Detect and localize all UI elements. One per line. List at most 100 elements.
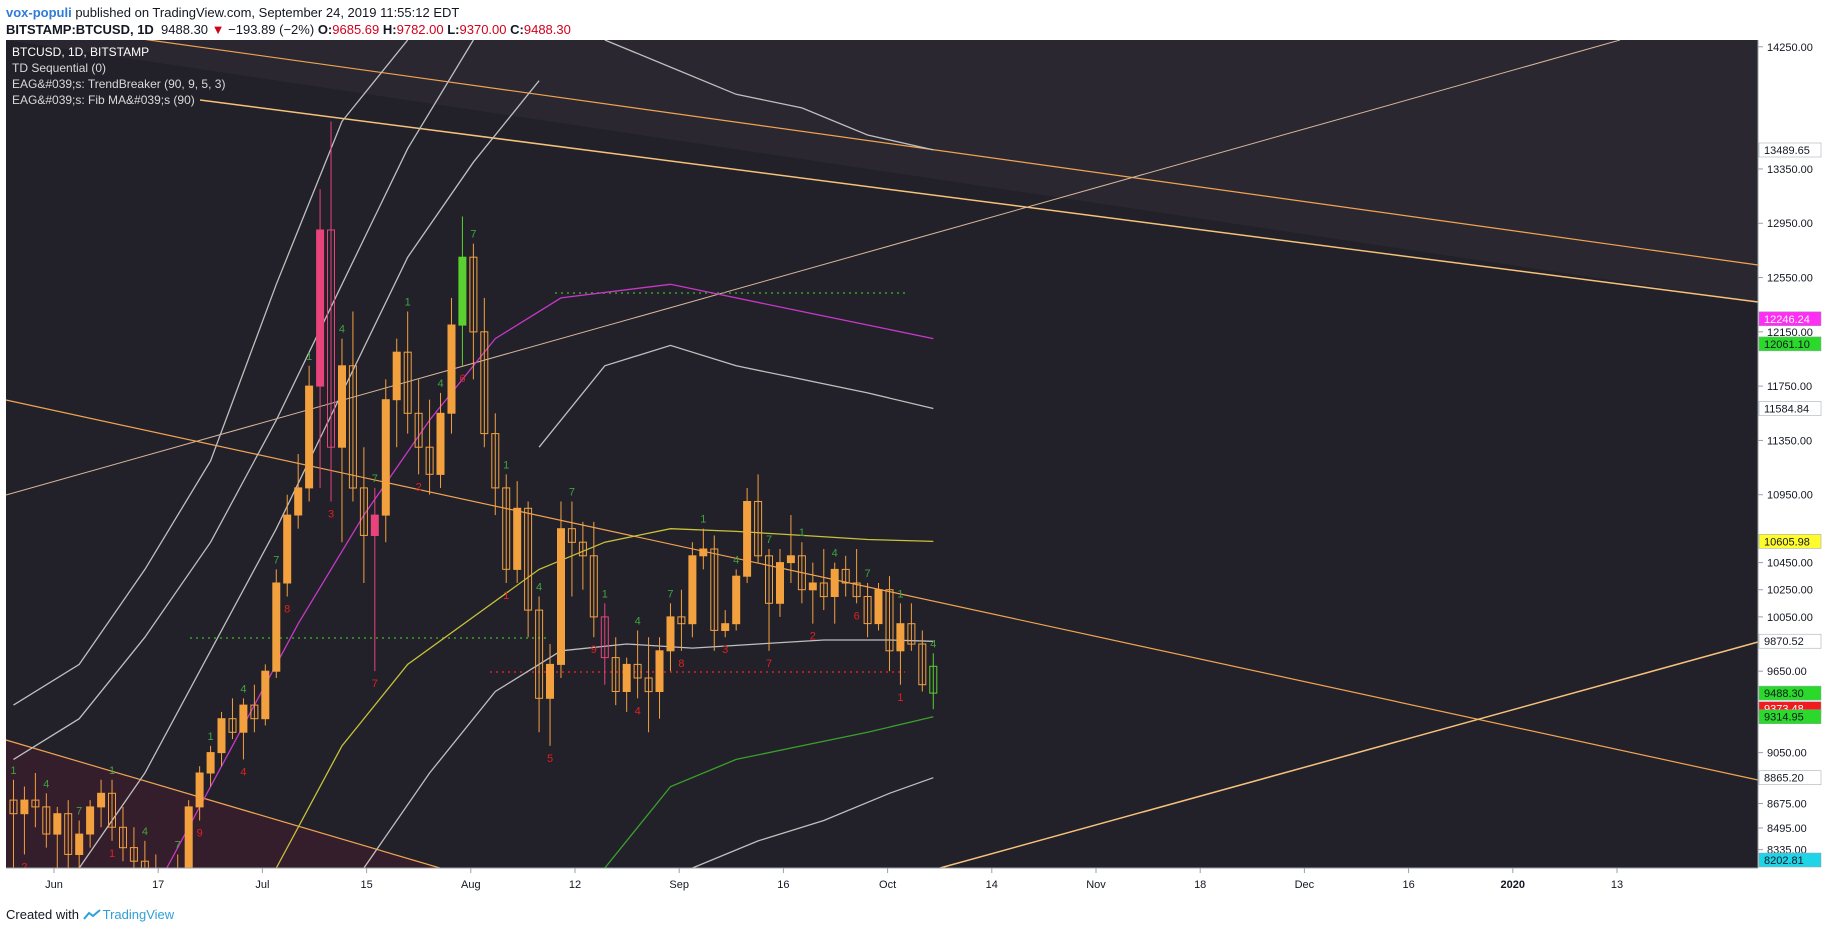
td-count: 4 <box>733 554 739 566</box>
trendline-lower[interactable] <box>5 739 441 869</box>
candle-body <box>524 507 533 611</box>
price-chart[interactable]: 1246711457914478134771246711457914478134… <box>0 40 1828 902</box>
footer: Created with TradingView <box>6 907 174 922</box>
candle-body <box>436 412 445 475</box>
price-tag <box>1758 770 1822 785</box>
candle-body <box>513 507 522 570</box>
y-tick-label: 10250.00 <box>1767 585 1813 597</box>
candle-body <box>557 528 565 665</box>
price-tag <box>1758 401 1822 416</box>
trendline-upper-inner[interactable] <box>199 99 1759 303</box>
td-count: 4 <box>339 324 345 336</box>
legend: BTCUSD, 1D, BITSTAMP TD Sequential (0) E… <box>12 45 225 107</box>
td-count: 1 <box>799 527 805 539</box>
candle-body <box>75 833 84 855</box>
td-count: 1 <box>897 692 903 704</box>
candle-body <box>688 555 697 625</box>
price-tag <box>1758 709 1822 724</box>
candle-body <box>644 677 653 693</box>
td-count: 4 <box>437 378 443 390</box>
candle-body <box>863 596 872 625</box>
chart-header: vox-populi published on TradingView.com,… <box>6 4 1706 40</box>
legend-line: EAG&#039;s: Fib MA&#039;s (90) <box>12 93 195 107</box>
candle-body <box>633 663 642 679</box>
open-label: O: <box>317 22 333 37</box>
price-tag-label: 8202.81 <box>1764 855 1804 867</box>
y-tick-label: 12950.00 <box>1767 218 1813 230</box>
candle-body <box>64 813 73 855</box>
candle-body <box>206 752 215 774</box>
td-count: 7 <box>766 658 772 670</box>
y-tick-label: 11350.00 <box>1767 435 1812 447</box>
time-axis[interactable] <box>0 868 1758 902</box>
y-tick-label: 10950.00 <box>1767 490 1813 502</box>
y-tick-label: 9650.00 <box>1767 666 1807 678</box>
created-with-label: Created with <box>6 907 79 922</box>
candle-body <box>119 826 127 849</box>
candle-body <box>721 623 730 632</box>
candle-body <box>852 582 861 598</box>
candle-body <box>31 799 40 808</box>
y-tick-label: 8495.00 <box>1767 823 1807 835</box>
candle-body <box>677 616 686 625</box>
candle-body <box>184 806 193 869</box>
td-count: 7 <box>372 473 378 485</box>
candle-body <box>622 663 631 693</box>
candle-body <box>9 799 18 815</box>
candle-body <box>841 568 850 584</box>
price-tag-label: 9314.95 <box>1764 712 1804 724</box>
td-count: 1 <box>700 514 706 526</box>
td-count: 7 <box>175 839 181 851</box>
price-tag-label: 11584.84 <box>1764 404 1809 416</box>
candle-body <box>392 351 401 401</box>
td-count: 8 <box>678 658 684 670</box>
td-count: 4 <box>832 548 838 560</box>
y-tick-label: 12550.00 <box>1767 273 1813 285</box>
tradingview-link[interactable]: TradingView <box>102 907 175 922</box>
price-tag <box>1758 311 1822 327</box>
x-tick-label: 17 <box>152 879 164 891</box>
td-count: 9 <box>591 644 597 656</box>
x-tick-label: 13 <box>1611 879 1623 891</box>
candle-body <box>414 412 423 448</box>
price-tag-label: 13489.65 <box>1764 145 1810 157</box>
moving-averages <box>13 40 934 869</box>
channel-fill-upper <box>6 40 1758 302</box>
td-sequential-marks: 1246711457914478134771246711457914478134… <box>10 229 936 887</box>
td-count: 4 <box>635 705 641 717</box>
x-tick-label: 15 <box>360 879 372 891</box>
trendline-support[interactable] <box>939 641 1759 869</box>
candle-body <box>567 528 576 543</box>
trendline-upper-outer[interactable] <box>6 40 1759 266</box>
trendline-rising[interactable] <box>5 40 1621 496</box>
candle-body <box>447 324 456 414</box>
td-count: 7 <box>667 588 673 600</box>
price-tag-label: 9488.30 <box>1764 688 1804 700</box>
td-count: 1 <box>602 588 608 600</box>
candle-body <box>589 555 598 618</box>
td-count: 6 <box>459 373 465 385</box>
candle-body <box>929 665 938 694</box>
x-tick-label: 16 <box>1402 879 1414 891</box>
td-count: 4 <box>536 582 542 594</box>
ma-line <box>166 283 934 869</box>
candle-body <box>53 813 62 835</box>
candle-body <box>425 446 434 475</box>
ma-line <box>604 40 934 151</box>
td-count: 4 <box>635 616 641 628</box>
candle-body <box>348 365 357 489</box>
candle-body <box>535 609 544 699</box>
close-label: C: <box>510 22 524 37</box>
author-link[interactable]: vox-populi <box>6 5 72 20</box>
candle-body <box>359 487 368 536</box>
ma-line <box>538 344 934 448</box>
td-count: 1 <box>897 588 903 600</box>
candle-body <box>776 562 784 604</box>
price-tag <box>1758 852 1822 868</box>
price-axis[interactable] <box>1758 40 1828 868</box>
candle-body <box>808 582 817 591</box>
td-count: 1 <box>503 459 509 471</box>
ma-line <box>13 40 409 706</box>
candle-body <box>381 399 390 516</box>
tradingview-logo-icon <box>82 909 101 920</box>
